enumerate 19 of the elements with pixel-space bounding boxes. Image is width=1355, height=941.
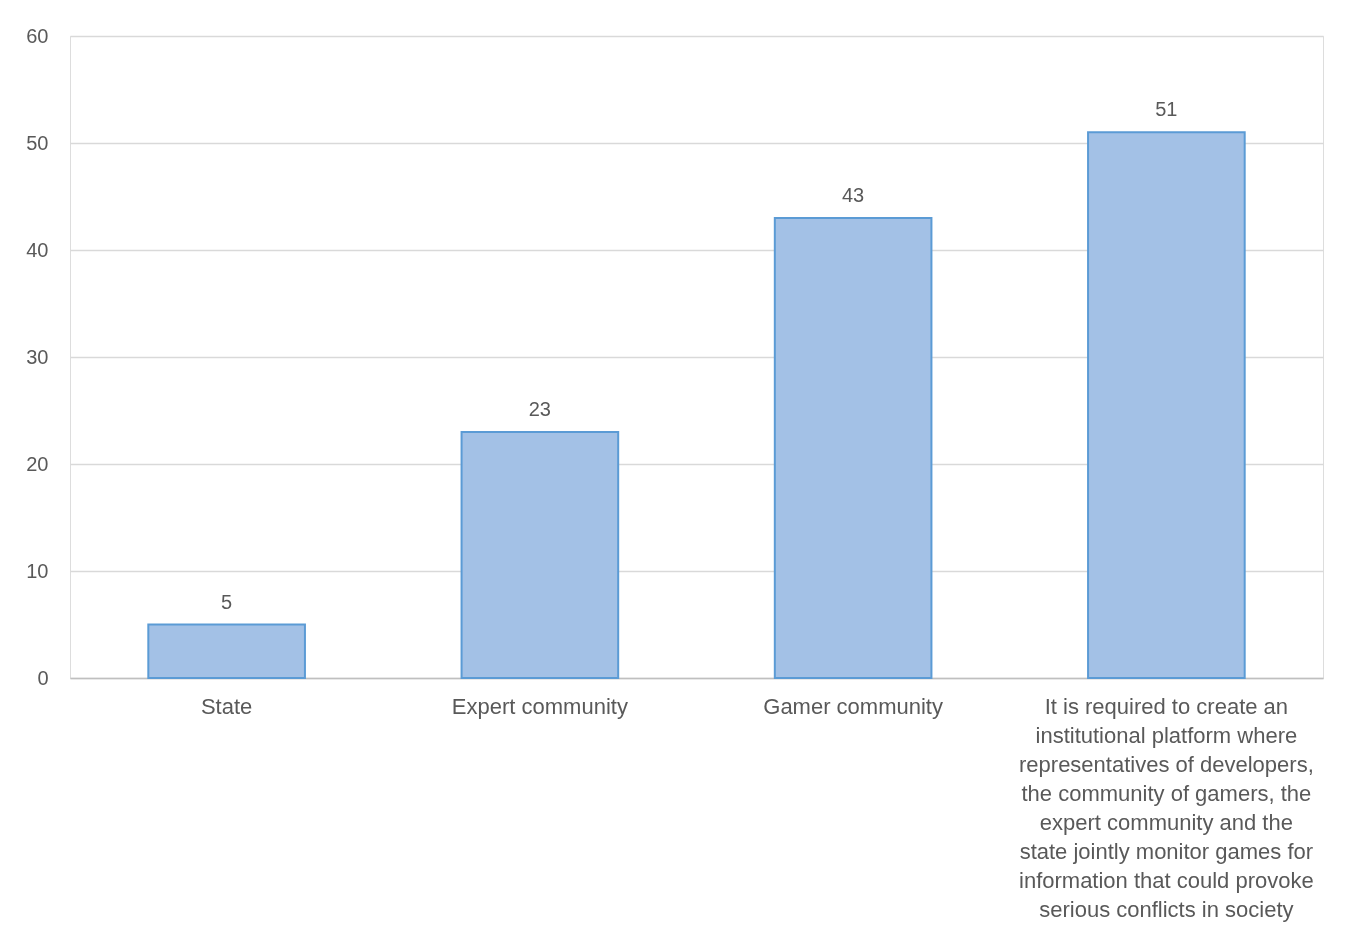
y-tick-label: 50: [26, 131, 49, 154]
data-label: 51: [1155, 98, 1178, 121]
data-label: 23: [528, 397, 551, 420]
x-tick-label: Expert community: [451, 693, 628, 719]
x-tick-label: It is required to create an institutional platform where representatives of developers, the community of gamers, the expert community and the state jointly monitor games for information that could provoke serious conflicts in society: [1019, 693, 1314, 922]
y-tick-label: 60: [26, 24, 49, 47]
x-tick-label: Gamer community: [763, 693, 943, 719]
y-tick-label: 20: [26, 452, 49, 475]
y-tick-label: 0: [37, 666, 49, 689]
bar: [1087, 131, 1246, 679]
bar: [147, 623, 306, 679]
bar: [773, 216, 933, 679]
x-tick-label: State: [200, 693, 253, 719]
y-tick-label: 30: [26, 345, 49, 368]
y-tick-label: 10: [26, 559, 49, 582]
bar: [460, 430, 620, 679]
data-label: 5: [221, 590, 233, 613]
y-tick-label: 40: [26, 238, 49, 261]
data-label: 43: [842, 183, 865, 206]
